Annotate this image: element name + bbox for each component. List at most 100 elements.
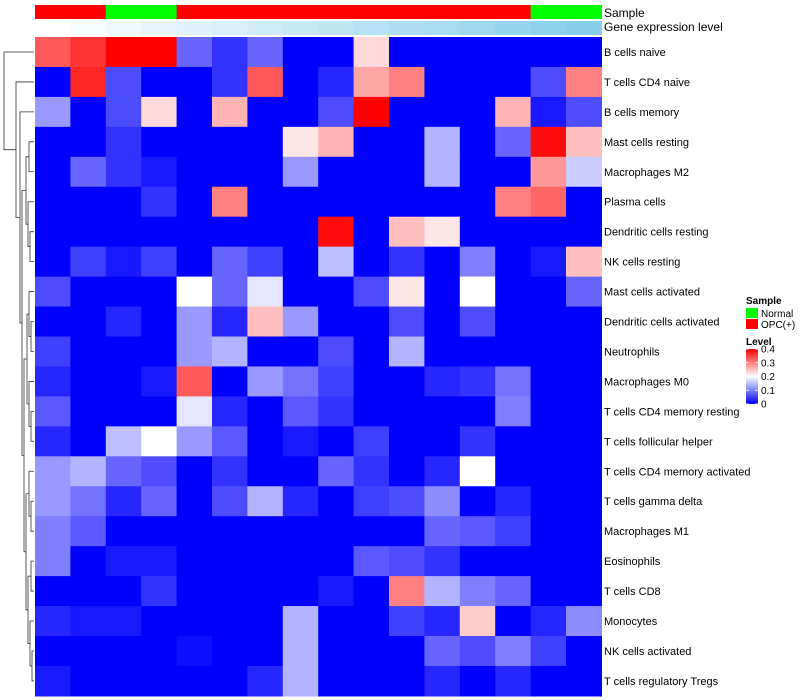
heatmap-cell (566, 665, 602, 697)
heatmap-cell (176, 636, 213, 667)
heatmap-cell (495, 216, 532, 248)
heatmap-cell (282, 336, 319, 368)
heatmap-cell (566, 486, 602, 517)
legend-normal-label: Normal (761, 309, 793, 320)
heatmap-cell (318, 665, 355, 697)
heatmap-cell (389, 276, 425, 308)
heatmap-cell (176, 276, 213, 308)
heatmap-cell (141, 186, 178, 218)
heatmap-cell (389, 456, 425, 487)
heatmap-cell (70, 456, 107, 487)
dendrogram-branch (30, 410, 34, 442)
row-label: B cells naive (604, 47, 666, 59)
heatmap-cell (35, 306, 71, 338)
heatmap-cell (530, 156, 567, 188)
sample-annotation-cell (282, 5, 319, 19)
heatmap-cell (35, 546, 71, 577)
heatmap-cell (389, 636, 425, 667)
heatmap-cell (566, 456, 602, 487)
heatmap-cell (459, 156, 496, 188)
sample-annotation-cell (318, 5, 355, 19)
heatmap-cell (424, 156, 461, 188)
heatmap-cell (247, 186, 284, 218)
level-tick-label: 0.3 (761, 358, 775, 369)
heatmap-cell (212, 66, 248, 98)
heatmap-cell (176, 306, 213, 338)
heatmap-cell (282, 246, 319, 278)
heatmap-cell (318, 486, 355, 517)
heatmap-cell (530, 96, 567, 128)
heatmap-cell (70, 276, 107, 308)
expression-annotation-cell (353, 21, 390, 35)
heatmap-cell (70, 366, 107, 397)
heatmap-cell (459, 246, 496, 278)
row-label: Neutrophils (604, 346, 660, 358)
heatmap-cell (176, 516, 213, 547)
heatmap-cell (353, 665, 390, 697)
heatmap-cell (424, 306, 461, 338)
heatmap-cell (424, 336, 461, 368)
heatmap-cell (353, 486, 390, 517)
heatmap-cell (141, 516, 178, 547)
heatmap-cell (459, 336, 496, 368)
heatmap-cell (105, 516, 142, 547)
heatmap-cell (35, 276, 71, 308)
heatmap-cell (282, 66, 319, 98)
heatmap-cell (530, 276, 567, 308)
heatmap-cell (318, 606, 355, 637)
dendrogram-branch (3, 51, 34, 151)
dendrogram-branch (29, 231, 34, 263)
heatmap-cell (530, 366, 567, 397)
heatmap-cell (141, 486, 178, 517)
heatmap-cell (176, 37, 213, 68)
heatmap-cell (389, 396, 425, 427)
heatmap-cell (530, 456, 567, 487)
heatmap-cell (495, 246, 532, 278)
heatmap-cell (353, 456, 390, 487)
row-label: Macrophages M2 (604, 167, 689, 179)
heatmap-cell (566, 186, 602, 218)
expression-annotation-cell (566, 21, 602, 35)
heatmap-cell (424, 37, 461, 68)
heatmap-cell (424, 366, 461, 397)
sample-annotation-cell (495, 5, 532, 19)
heatmap-cell (424, 665, 461, 697)
dendrogram-branch (27, 575, 31, 644)
heatmap-cell (495, 576, 532, 607)
heatmap-cell (35, 516, 71, 547)
heatmap-cell (566, 216, 602, 248)
heatmap-cell (141, 606, 178, 637)
row-label: Mast cells resting (604, 137, 689, 149)
heatmap-cell (141, 636, 178, 667)
heatmap-cell (212, 246, 248, 278)
heatmap-cell (141, 576, 178, 607)
heatmap-cell (459, 276, 496, 308)
heatmap-cell (318, 186, 355, 218)
heatmap-cell (530, 396, 567, 427)
heatmap-cell (389, 37, 425, 68)
heatmap-cell (105, 126, 142, 158)
heatmap-cell (495, 186, 532, 218)
sample-annotation-cell (530, 5, 567, 19)
heatmap-cell (353, 66, 390, 98)
sample-annotation-cell (35, 5, 71, 19)
heatmap-cell (282, 216, 319, 248)
heatmap-cell (105, 276, 142, 308)
heatmap-cell (495, 156, 532, 188)
level-tick-label: 0.4 (761, 345, 775, 356)
row-label: Plasma cells (604, 197, 666, 209)
heatmap-cell (318, 66, 355, 98)
heatmap-cell (530, 665, 567, 697)
heatmap-cell (70, 606, 107, 637)
heatmap-cell (247, 396, 284, 427)
heatmap-cell (176, 96, 213, 128)
heatmap-cell (353, 156, 390, 188)
heatmap-cell (424, 516, 461, 547)
heatmap-cell (212, 216, 248, 248)
heatmap-cell (459, 216, 496, 248)
heatmap-cell (495, 516, 532, 547)
heatmap-cell (176, 156, 213, 188)
heatmap-cell (212, 576, 248, 607)
heatmap-cell (212, 156, 248, 188)
heatmap-cell (353, 216, 390, 248)
